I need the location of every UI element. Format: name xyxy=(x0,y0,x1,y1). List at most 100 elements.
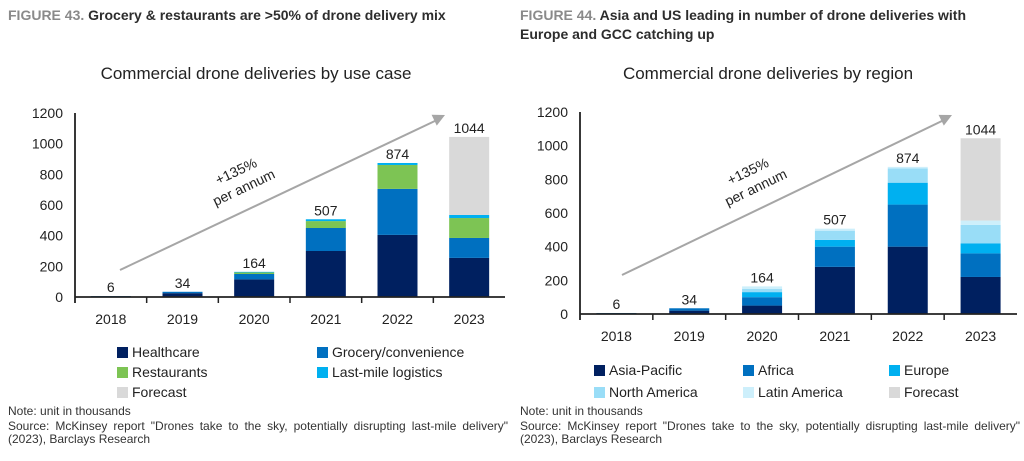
bar-segment-africa xyxy=(814,246,855,267)
bar-segment-europe xyxy=(960,243,1001,254)
legend-swatch xyxy=(743,386,754,398)
bar-segment-grocery-convenience xyxy=(449,237,490,258)
legend-label: Healthcare xyxy=(132,344,200,360)
legend-label: Restaurants xyxy=(132,364,208,380)
growth-arrow-head xyxy=(431,114,445,126)
source: Source: McKinsey report "Drones take to … xyxy=(520,419,1020,446)
bar-total-label: 507 xyxy=(823,212,847,228)
x-tick-label: 2023 xyxy=(965,328,996,344)
bar-total-label: 1044 xyxy=(965,121,996,137)
y-tick-label: 1000 xyxy=(32,136,63,152)
legend-item-europe: Europe xyxy=(889,362,949,378)
bar-total-label: 34 xyxy=(175,275,191,291)
x-tick-label: 2023 xyxy=(454,311,485,327)
bar-segment-europe xyxy=(742,292,783,298)
bar-segment-healthcare xyxy=(449,257,490,297)
bar-segment-restaurants xyxy=(234,272,275,274)
figure-43-panel: FIGURE 43. Grocery & restaurants are >50… xyxy=(8,7,508,446)
bar-total-label: 1044 xyxy=(454,120,485,136)
legend-swatch xyxy=(889,364,900,376)
bar-segment-africa xyxy=(669,308,710,311)
y-tick-label: 1000 xyxy=(537,138,568,154)
legend-item-restaurants: Restaurants xyxy=(117,364,207,380)
legend-swatch xyxy=(317,346,328,358)
legend-label: Asia-Pacific xyxy=(609,362,683,378)
legend-label: Africa xyxy=(758,362,794,378)
y-tick-label: 1200 xyxy=(32,105,63,121)
bar-total-label: 6 xyxy=(613,296,621,312)
figure-number: FIGURE 44. xyxy=(520,7,597,23)
legend-label: Forecast xyxy=(132,384,187,400)
legend-swatch xyxy=(594,386,605,398)
bar-segment-grocery-convenience xyxy=(377,188,418,235)
region-chart: 0 200 400 600 800 1000 1200 6 2018 34 2019 164 2020 5… xyxy=(537,104,1017,344)
chart-title: Commercial drone deliveries by region xyxy=(622,64,914,83)
bar-segment-africa xyxy=(887,204,928,247)
bar-segment-forecast xyxy=(960,138,1001,221)
bar-segment-north-america xyxy=(887,168,928,183)
bar-segment-africa xyxy=(960,253,1001,277)
note: Note: unit in thousands xyxy=(8,404,131,418)
legend-item-grocery-convenience: Grocery/convenience xyxy=(317,344,464,360)
legend-item-asia-pacific: Asia-Pacific xyxy=(594,362,682,378)
legend-item-forecast: Forecast xyxy=(117,384,186,400)
x-tick-label: 2022 xyxy=(892,328,923,344)
legend-swatch xyxy=(117,386,128,398)
bar-total-label: 164 xyxy=(242,255,266,271)
x-tick-label: 2020 xyxy=(239,311,270,327)
growth-arrow-head xyxy=(938,114,952,126)
bar-segment-healthcare xyxy=(162,293,203,297)
bar-total-label: 874 xyxy=(386,146,410,162)
legend-swatch xyxy=(594,364,605,376)
bar-segment-latin-america xyxy=(887,166,928,169)
bar-segment-restaurants xyxy=(449,218,490,238)
y-tick-label: 600 xyxy=(545,205,569,221)
y-tick-label: 400 xyxy=(40,228,64,244)
bar-segment-forecast xyxy=(449,136,490,215)
figure-44-panel: FIGURE 44. Asia and US leading in number… xyxy=(512,0,1024,461)
use-case-chart: 0 200 400 600 800 1000 1200 6 2018 34 2019 164 2020 5… xyxy=(32,105,505,327)
bar-segment-last-mile-logistics xyxy=(305,219,346,222)
y-tick-label: 1200 xyxy=(537,104,568,120)
legend-label: Forecast xyxy=(904,384,959,400)
bar-segment-grocery-convenience xyxy=(162,291,203,294)
figure-title: Asia and US leading in number of drone d… xyxy=(520,7,967,42)
chart-title: Commercial drone deliveries by use case xyxy=(100,64,412,83)
bar-segment-last-mile-logistics xyxy=(234,271,275,273)
bar-total-label: 164 xyxy=(750,269,774,285)
growth-arrow-line xyxy=(119,119,438,271)
bar-segment-asia-pacific xyxy=(742,305,783,314)
legend-swatch xyxy=(743,364,754,376)
x-tick-label: 2020 xyxy=(747,328,778,344)
legend-item-latin-america: Latin America xyxy=(743,384,843,400)
x-tick-label: 2021 xyxy=(310,311,341,327)
bar-segment-latin-america xyxy=(742,286,783,289)
bar-segment-latin-america xyxy=(814,228,855,231)
legend-item-north-america: North America xyxy=(594,384,698,400)
source: Source: McKinsey report "Drones take to … xyxy=(8,419,508,446)
bar-segment-north-america xyxy=(742,288,783,293)
x-tick-label: 2021 xyxy=(819,328,850,344)
figure-44-heading: FIGURE 44. Asia and US leading in number… xyxy=(520,6,1015,44)
bar-segment-healthcare xyxy=(305,251,346,297)
legend-item-forecast: Forecast xyxy=(889,384,958,400)
bar-segment-europe xyxy=(887,182,928,205)
legend-item-healthcare: Healthcare xyxy=(117,344,200,360)
bar-segment-healthcare xyxy=(234,279,275,297)
bar-segment-restaurants xyxy=(305,221,346,228)
y-tick-label: 800 xyxy=(40,166,64,182)
x-tick-label: 2019 xyxy=(167,311,198,327)
bar-segment-north-america xyxy=(960,224,1001,244)
x-tick-label: 2019 xyxy=(674,328,705,344)
y-tick-label: 0 xyxy=(560,306,568,322)
bar-total-label: 507 xyxy=(314,202,338,218)
legend-label: Europe xyxy=(904,362,950,378)
legend-label: Last-mile logistics xyxy=(332,364,443,380)
growth-arrow-line xyxy=(621,119,945,276)
legend-label: Grocery/convenience xyxy=(332,344,465,360)
bar-segment-africa xyxy=(742,297,783,306)
x-tick-label: 2022 xyxy=(382,311,413,327)
bar-segment-grocery-convenience xyxy=(234,274,275,280)
bar-total-label: 6 xyxy=(107,279,115,295)
legend-swatch xyxy=(117,366,128,378)
